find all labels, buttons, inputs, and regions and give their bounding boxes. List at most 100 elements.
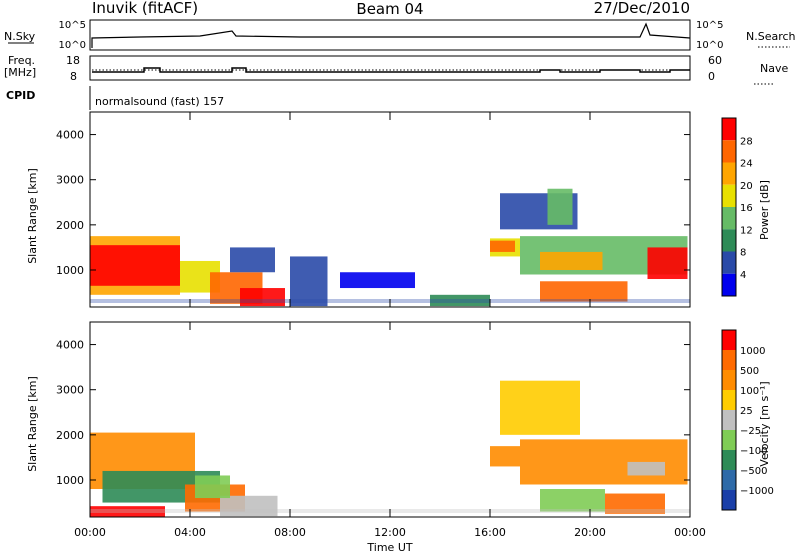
power-colorbar-segment xyxy=(722,118,736,141)
power-colorbar-label: Power [dB] xyxy=(758,180,771,240)
power-colorbar-tick: 4 xyxy=(740,270,746,281)
velocity-x-ticks xyxy=(89,322,691,517)
power-echo-region xyxy=(647,247,688,280)
velocity-ytick-label: 1000 xyxy=(56,474,84,487)
power-colorbar-tick: 28 xyxy=(740,136,753,147)
velocity-echo-region xyxy=(220,495,278,517)
velocity-colorbar-segment xyxy=(722,390,736,410)
time-tick-label: 04:00 xyxy=(174,526,206,539)
power-colorbar-segment xyxy=(722,207,736,230)
nsky-tick-top: 10^5 xyxy=(59,20,86,31)
velocity-colorbar-tick: −500 xyxy=(740,466,767,477)
power-colorbar-segment xyxy=(722,140,736,163)
velocity-echo-region xyxy=(90,506,165,517)
velocity-colorbar-segment xyxy=(722,370,736,390)
freq-trace xyxy=(92,67,690,73)
velocity-echo-region xyxy=(627,461,665,476)
velocity-ytick-label: 4000 xyxy=(56,339,84,352)
velocity-colorbar-label: Velocity [m s⁻¹] xyxy=(758,381,771,466)
power-colorbar-segment xyxy=(722,251,736,274)
velocity-colorbar-tick: 25 xyxy=(740,406,753,417)
power-ytick-label: 4000 xyxy=(56,129,84,142)
power-colorbar-segment xyxy=(722,184,736,207)
nsky-tick-bottom: 10^0 xyxy=(59,40,86,51)
power-ytick-label: 3000 xyxy=(56,174,84,187)
time-axis-title: Time UT xyxy=(366,541,412,554)
power-colorbar-tick: 20 xyxy=(740,181,753,192)
velocity-colorbar-tick: −100 xyxy=(740,446,767,457)
power-ylabel: Slant Range [km] xyxy=(26,168,39,264)
velocity-colorbar-segment xyxy=(722,350,736,370)
time-axis-labels: 00:00 04:00 08:00 12:00 16:00 20:00 00:00 xyxy=(74,526,706,539)
freq-tick-top: 18 xyxy=(66,54,80,67)
cpid-label: CPID xyxy=(6,89,35,102)
time-tick-label: 00:00 xyxy=(674,526,706,539)
velocity-echo-region xyxy=(500,380,580,435)
time-tick-label: 16:00 xyxy=(474,526,506,539)
nsearch-tick-bottom: 10^0 xyxy=(696,40,723,51)
power-echo-region xyxy=(240,288,285,307)
power-echo-region xyxy=(290,256,328,307)
power-colorbar-tick: 12 xyxy=(740,225,753,236)
power-echo-region xyxy=(540,251,603,270)
velocity-colorbar-segment xyxy=(722,450,736,470)
date-label: 27/Dec/2010 xyxy=(594,0,690,17)
time-tick-label: 20:00 xyxy=(574,526,606,539)
power-colorbar-tick: 16 xyxy=(740,203,753,214)
nsearch-label: N.Search xyxy=(746,30,796,43)
freq-label: Freq. xyxy=(8,54,35,67)
power-heatmap xyxy=(90,188,690,307)
power-colorbar-segment xyxy=(722,273,736,296)
power-echo-region xyxy=(540,281,628,302)
power-echo-region xyxy=(340,272,415,289)
velocity-colorbar-tick: 100 xyxy=(740,386,759,397)
velocity-colorbar-segment xyxy=(722,490,736,510)
time-tick-label: 08:00 xyxy=(274,526,306,539)
power-echo-region xyxy=(230,247,275,273)
velocity-colorbar-tick: −1000 xyxy=(740,486,774,497)
velocity-echo-region xyxy=(195,475,230,499)
power-y-axis: 4000 3000 2000 1000 xyxy=(56,129,690,277)
nsearch-tick-top: 10^5 xyxy=(696,20,723,31)
velocity-echo-region xyxy=(490,446,520,467)
velocity-colorbar-segment xyxy=(722,410,736,430)
power-colorbar-tick: 8 xyxy=(740,248,746,259)
time-tick-label: 00:00 xyxy=(74,526,106,539)
freq-tick-bottom: 8 xyxy=(70,70,77,83)
cpid-text: normalsound (fast) 157 xyxy=(95,95,224,108)
velocity-heatmap xyxy=(90,380,690,517)
power-ytick-label: 1000 xyxy=(56,264,84,277)
power-colorbar-frame xyxy=(721,117,737,297)
velocity-colorbar-segment xyxy=(722,470,736,490)
nsky-label: N.Sky xyxy=(4,30,36,43)
velocity-colorbar-segment xyxy=(722,430,736,450)
velocity-ytick-label: 2000 xyxy=(56,429,84,442)
power-colorbar-segment xyxy=(722,229,736,252)
freq-unit: [MHz] xyxy=(4,66,36,79)
freq-panel xyxy=(89,55,691,81)
nsky-trace xyxy=(91,22,691,48)
velocity-ylabel: Slant Range [km] xyxy=(26,376,39,472)
station-title: Inuvik (fitACF) xyxy=(92,0,198,17)
nave-label: Nave xyxy=(760,62,788,75)
velocity-colorbar: 1000 500 100 25 −25 −100 −500 −1000 xyxy=(721,329,774,511)
velocity-colorbar-frame xyxy=(721,329,737,511)
power-colorbar: 28 24 20 16 12 8 4 xyxy=(721,117,753,297)
power-echo-region xyxy=(90,245,180,286)
velocity-colorbar-tick: 500 xyxy=(740,366,759,377)
velocity-echo-region xyxy=(605,493,665,514)
power-echo-region xyxy=(547,188,573,225)
power-echo-region xyxy=(430,294,490,307)
nave-tick-top: 60 xyxy=(708,54,722,67)
velocity-ytick-label: 3000 xyxy=(56,384,84,397)
power-ytick-label: 2000 xyxy=(56,219,84,232)
nave-tick-bottom: 0 xyxy=(708,70,715,83)
velocity-colorbar-segment xyxy=(722,330,736,350)
power-x-ticks xyxy=(89,112,691,307)
power-echo-region xyxy=(490,240,515,252)
velocity-colorbar-tick: 1000 xyxy=(740,346,765,357)
velocity-echo-region xyxy=(540,489,605,512)
beam-label: Beam 04 xyxy=(356,0,423,18)
power-colorbar-tick: 24 xyxy=(740,159,753,170)
velocity-colorbar-tick: −25 xyxy=(740,426,761,437)
